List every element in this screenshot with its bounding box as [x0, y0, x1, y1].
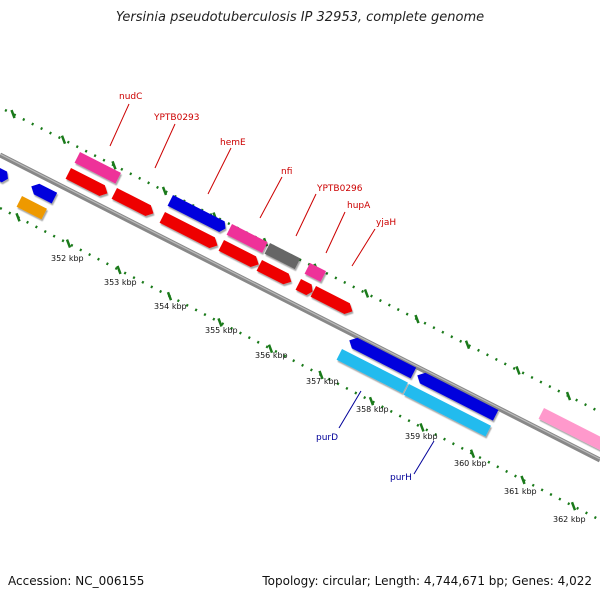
gene-label-nfi: nfi [281, 167, 292, 177]
major-tick [464, 340, 471, 350]
major-tick [368, 396, 375, 406]
genome-summary-text: Topology: circular; Length: 4,744,671 bp… [262, 574, 592, 588]
gene-arrow-blue-left[interactable] [415, 370, 499, 421]
major-tick [166, 291, 173, 301]
major-tick [60, 135, 67, 145]
gene-block-orange[interactable] [16, 196, 47, 220]
major-tick [565, 391, 572, 401]
genome-backbone-highlight [0, 153, 600, 460]
major-tick [520, 475, 526, 485]
gene-label-nudC: nudC [119, 92, 142, 102]
major-tick [515, 365, 521, 375]
kbp-label: 358 kbp [356, 405, 389, 414]
gene-label-YPTB0296: YPTB0296 [316, 184, 363, 194]
major-tick [419, 423, 425, 432]
kbp-label: 359 kbp [405, 432, 438, 441]
gene-block-pink[interactable] [538, 408, 600, 451]
inner-tick-track [0, 206, 600, 522]
gene-arrow-red[interactable] [256, 260, 295, 287]
kbp-label: 352 kbp [51, 254, 84, 263]
kbp-label: 360 kbp [454, 459, 487, 468]
major-tick [469, 449, 476, 459]
genome-backbone [0, 152, 600, 463]
major-tick [111, 160, 117, 170]
outer-major-ticks [10, 109, 572, 401]
gene-arrow-red[interactable] [218, 240, 262, 270]
gene-arrow-red-YPTB0293[interactable] [111, 188, 157, 219]
kbp-label: 362 kbp [553, 515, 586, 524]
gene-label-purH: purH [390, 473, 412, 483]
gene-block-cyan-purD[interactable] [336, 349, 408, 394]
gene-block-magenta-hupA[interactable] [304, 263, 327, 282]
major-tick [267, 344, 274, 354]
bottom-callouts [338, 390, 435, 475]
accession-text: Accession: NC_006155 [8, 574, 145, 588]
gene-arrow-blue-hemE[interactable] [167, 195, 229, 234]
major-tick [65, 239, 72, 249]
inner-major-ticks [15, 212, 577, 511]
gene-label-YPTB0293: YPTB0293 [153, 113, 200, 123]
map-title: Yersinia pseudotuberculosis IP 32953, co… [115, 10, 485, 25]
kbp-label: 353 kbp [104, 278, 137, 287]
gene-label-purD: purD [316, 433, 338, 443]
major-tick [116, 265, 122, 275]
gene-arrow-blue[interactable] [29, 181, 58, 204]
gene-arrow-red[interactable] [65, 168, 111, 199]
major-tick [363, 289, 370, 298]
top-callouts [109, 103, 376, 267]
major-tick [570, 501, 577, 511]
major-tick [414, 314, 420, 324]
gene-block-cyan-purH[interactable] [403, 384, 491, 437]
major-tick [161, 186, 168, 196]
gene-features [0, 152, 600, 451]
kbp-label: 355 kbp [205, 326, 238, 335]
major-tick [217, 317, 223, 327]
gene-arrow-red-yjaH[interactable] [310, 286, 356, 317]
kbp-label: 357 kbp [306, 377, 339, 386]
kbp-label: 356 kbp [255, 351, 288, 360]
gene-arrow-blue[interactable] [0, 168, 11, 184]
kbp-label: 354 kbp [154, 302, 187, 311]
gene-label-hemE: hemE [220, 138, 246, 148]
gene-block-magenta-nudC[interactable] [74, 152, 121, 184]
gene-block-gray-YPTB0296[interactable] [264, 243, 301, 270]
major-tick [318, 370, 324, 380]
outer-tick-track [4, 108, 600, 414]
gene-label-yjaH: yjaH [376, 218, 396, 228]
major-tick [15, 212, 21, 222]
gene-arrow-red[interactable] [295, 279, 316, 297]
gene-block-magenta-nfi[interactable] [226, 224, 268, 253]
gene-label-hupA: hupA [347, 201, 371, 211]
kbp-label: 361 kbp [504, 487, 537, 496]
gene-arrow-red[interactable] [159, 212, 221, 251]
gene-arrow-blue-left[interactable] [347, 335, 417, 379]
major-tick [10, 109, 16, 119]
